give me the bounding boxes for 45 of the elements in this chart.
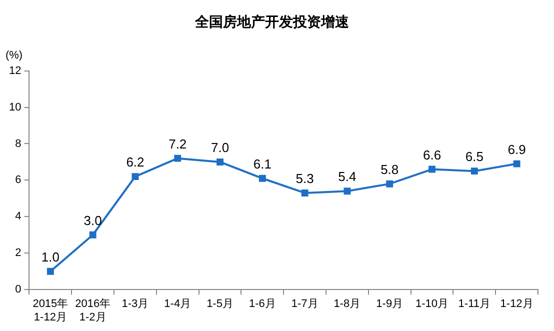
x-tick-label: 1-10月	[415, 298, 449, 310]
data-label: 6.9	[508, 142, 526, 157]
point	[258, 174, 266, 182]
x-tick-label: 1-11月	[458, 298, 491, 310]
y-tick-label: 8	[15, 138, 22, 150]
point	[174, 154, 182, 162]
x-tick-label: 1-8月	[334, 298, 361, 310]
x-tick-label: 1-7月	[291, 298, 318, 310]
x-tick-label: 1-12月	[500, 298, 534, 310]
data-label: 3.0	[84, 212, 102, 228]
x-tick-label: 1-9月	[376, 298, 404, 310]
x-tick-label: 1-5月	[206, 298, 234, 310]
point	[344, 188, 351, 195]
data-label: 6.6	[422, 147, 442, 162]
data-label: 6.2	[126, 154, 144, 170]
chart-title: 全国房地产开发投资增速	[194, 13, 350, 30]
point	[428, 166, 436, 173]
y-axis-title: (%)	[5, 49, 23, 62]
data-label: 7.2	[168, 136, 187, 152]
x-tick-label: 1-4月	[164, 298, 192, 310]
y-tick-label: 12	[8, 64, 22, 77]
data-label: 7.0	[210, 140, 230, 156]
point	[216, 158, 224, 166]
y-tick-label: 4	[15, 210, 22, 223]
x-tick-label: 1-3月	[122, 298, 149, 310]
point	[513, 160, 520, 168]
x-tick-label: 2015年 1-12月	[32, 298, 68, 324]
x-tick-label: 1-6月	[248, 298, 276, 310]
data-label: 5.8	[380, 162, 399, 177]
data-label: 6.5	[465, 149, 484, 164]
y-tick-label: 10	[8, 101, 22, 114]
y-tick-label: 0	[15, 284, 22, 296]
point	[46, 268, 54, 275]
point	[386, 180, 394, 188]
y-tick-label: 6	[15, 174, 22, 186]
x-tick-label: 2016年 1-2月	[75, 298, 111, 324]
data-label: 6.1	[253, 156, 272, 172]
data-label: 5.3	[296, 171, 314, 186]
point	[470, 168, 478, 175]
data-label: 5.4	[338, 169, 356, 184]
point	[132, 173, 139, 180]
data-label: 1.0	[41, 249, 60, 264]
point	[89, 231, 96, 238]
y-tick-label: 2	[15, 247, 22, 260]
point	[301, 189, 308, 196]
